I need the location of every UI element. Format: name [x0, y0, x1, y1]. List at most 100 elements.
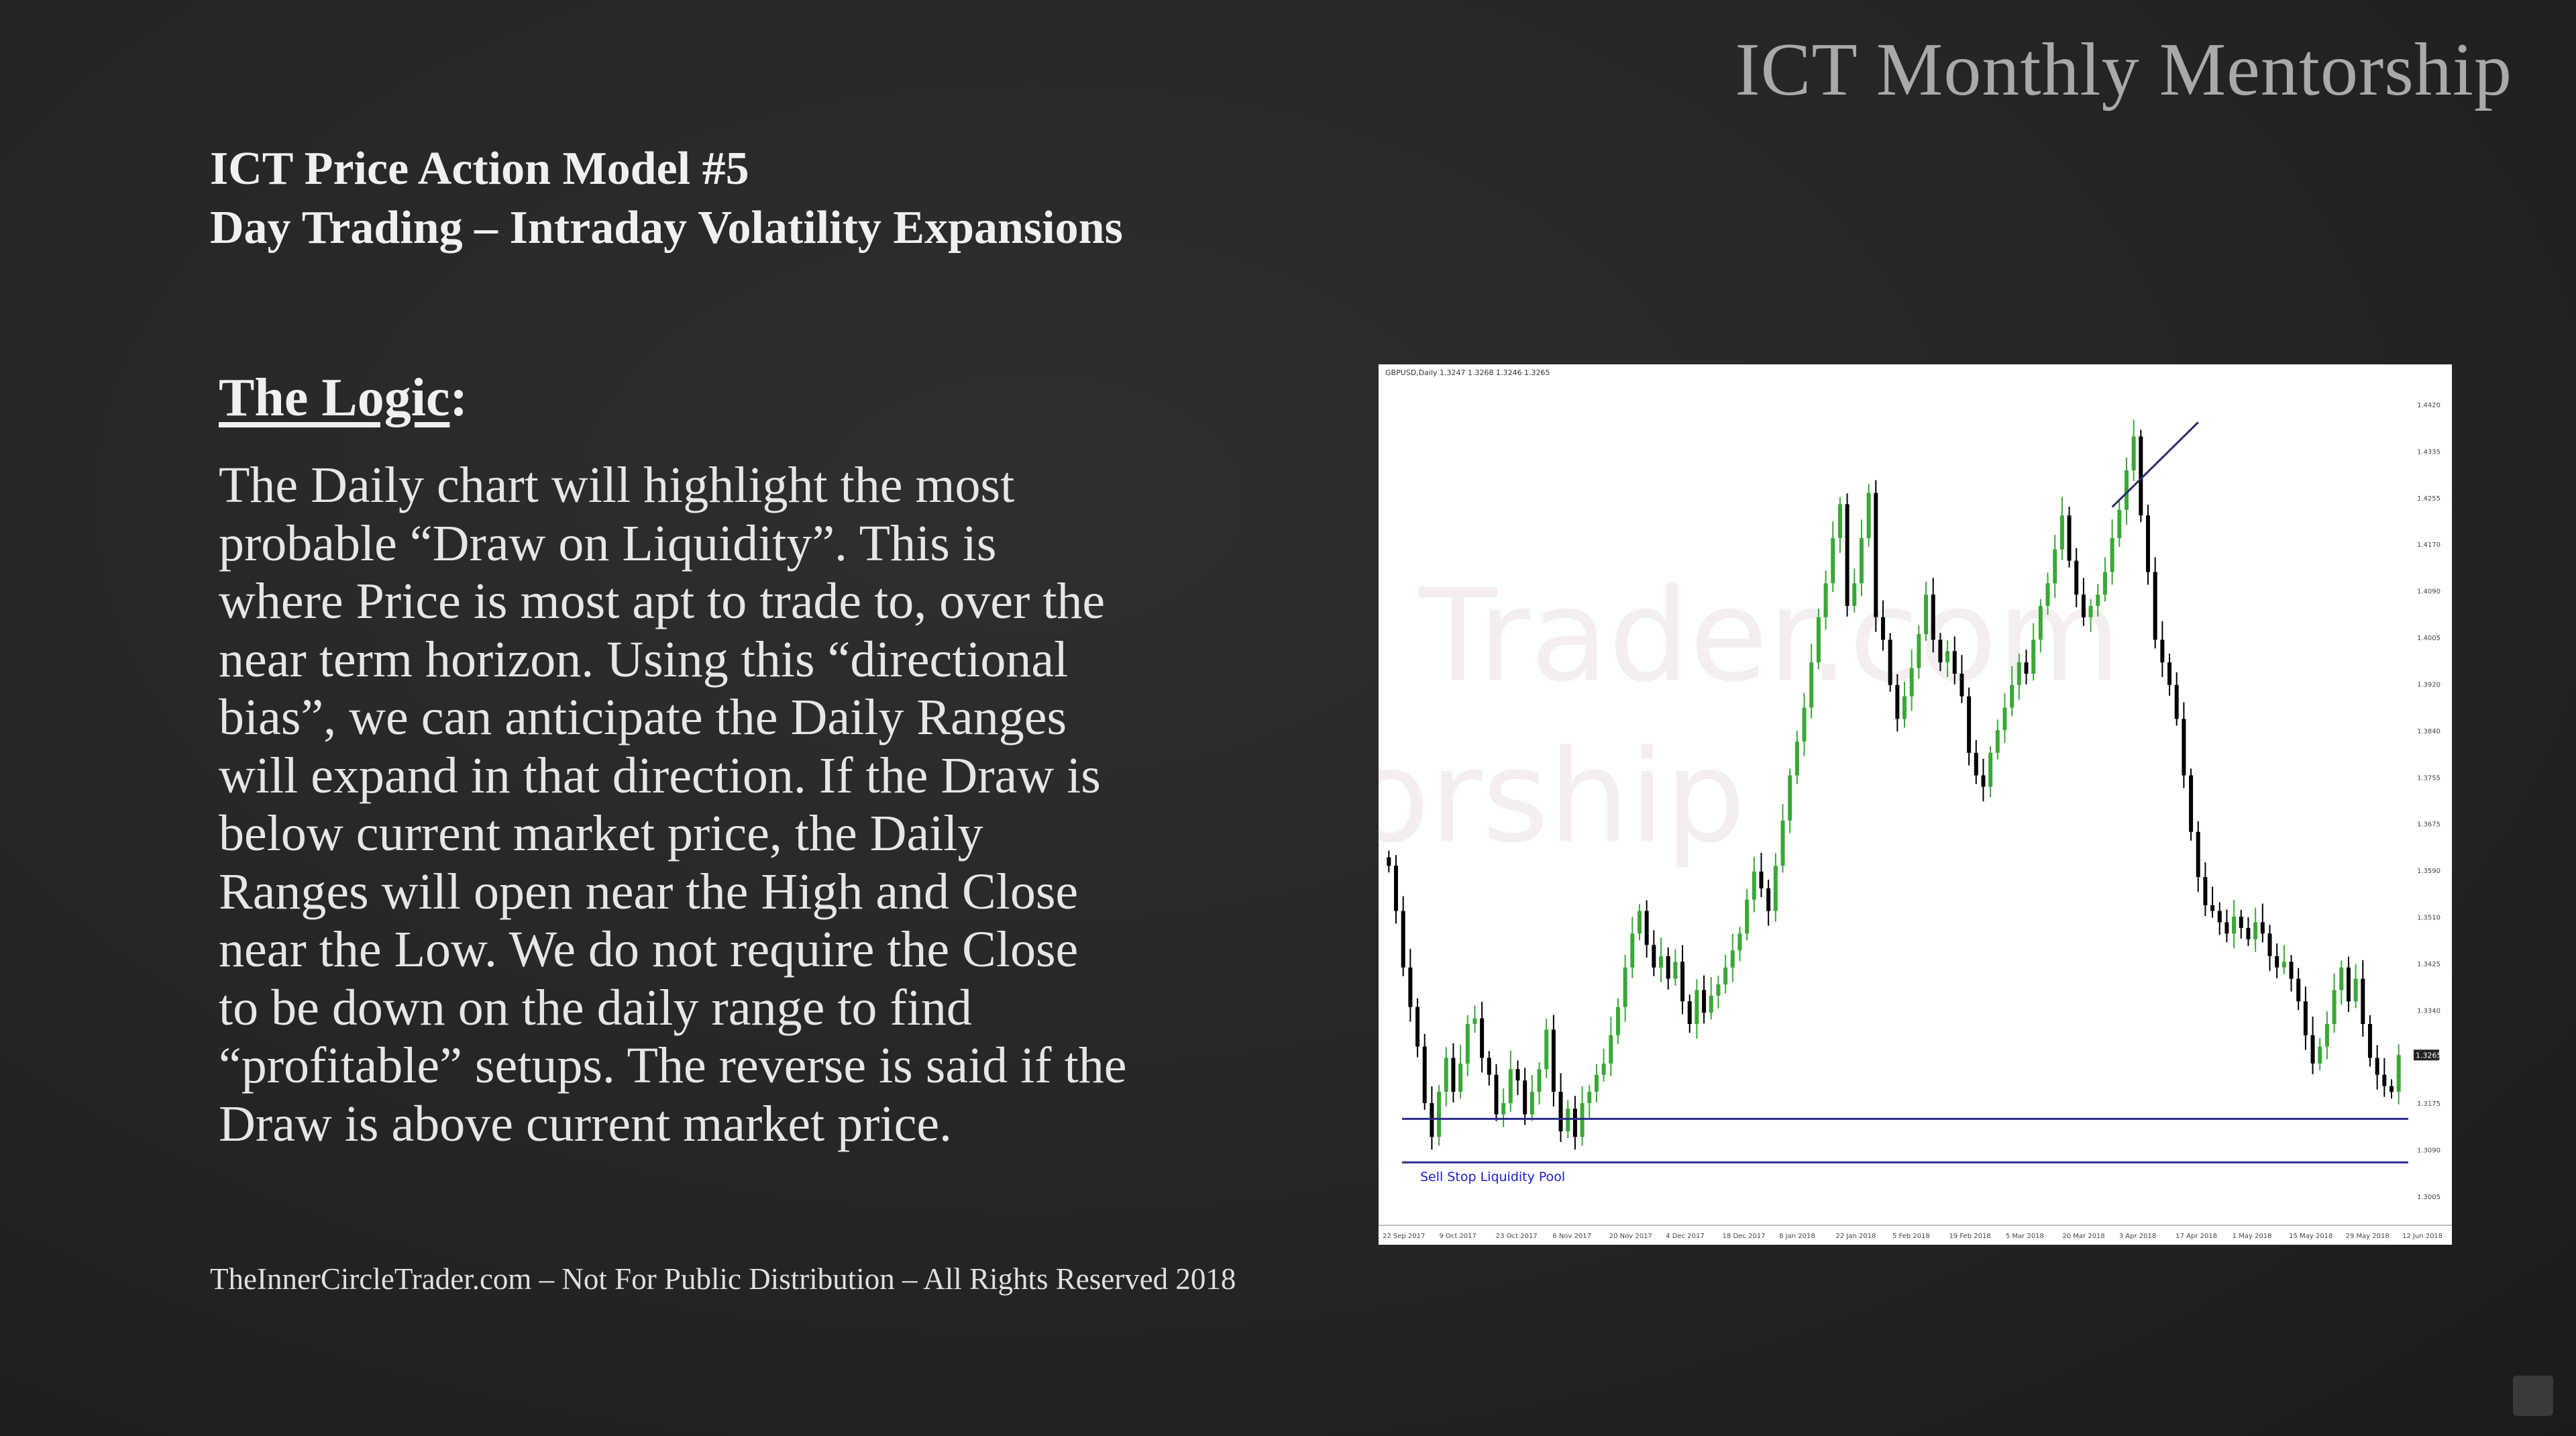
candle-body [2382, 1074, 2387, 1086]
candle-body [2045, 583, 2050, 606]
candle-body [1960, 673, 1964, 697]
candle-body [1566, 1109, 1570, 1131]
candle-body [2010, 684, 2015, 708]
candle-body [2096, 595, 2100, 606]
candle-body [1572, 1109, 1577, 1137]
candle-body [1859, 537, 1864, 584]
candle-body [1501, 1102, 1506, 1115]
presenter-avatar-icon [2513, 1376, 2553, 1416]
candle-body [1988, 752, 1993, 787]
liquidity-levels [1402, 1117, 2408, 1164]
candle-body [2389, 1086, 2394, 1092]
candle-body [1794, 741, 1799, 776]
candle-body [2131, 436, 2136, 470]
current-price-label: 1.3265 [2416, 1051, 2442, 1060]
time-tick-label: 17 Apr 2018 [2176, 1233, 2217, 1240]
candle-body [2038, 605, 2043, 640]
logic-heading-text: The Logic [219, 368, 450, 427]
candle-body [2189, 775, 2194, 832]
candle-body [1544, 1029, 1549, 1070]
candle-body [1773, 866, 1778, 911]
candle-body [1702, 990, 1707, 1013]
price-tick-label: 1.3340 [2417, 1007, 2440, 1015]
candle-body [1874, 493, 1878, 617]
candle-body [2239, 916, 2243, 928]
candle-body [1924, 595, 1929, 635]
candle-body [1816, 617, 1821, 663]
trendline [2111, 421, 2199, 508]
candle-body [2146, 515, 2150, 572]
logic-line: bias”, we can anticipate the Daily Range… [219, 689, 1067, 746]
candle-body [2289, 962, 2294, 979]
candle-body [2053, 549, 2057, 584]
watermark-line: orship [1379, 723, 1746, 871]
candle-body [2296, 978, 2301, 1002]
candle-body [2074, 560, 2079, 595]
logic-line: near term horizon. Using this “direction… [219, 631, 1069, 688]
logic-heading: The Logic: [219, 368, 468, 429]
candle-body [1752, 871, 1756, 900]
price-tick-label: 1.3840 [2417, 728, 2440, 735]
time-tick-label: 9 Oct 2017 [1439, 1233, 1476, 1240]
candle-body [1880, 617, 1885, 640]
time-tick-label: 3 Apr 2018 [2119, 1233, 2156, 1240]
candle-body [1837, 504, 1842, 538]
candle-body [2002, 707, 2007, 731]
candle-body [2224, 922, 2229, 934]
candle-body [1888, 639, 1892, 685]
candle-body [2310, 1035, 2315, 1064]
candle-body [1745, 899, 1750, 934]
candle-body [1537, 1069, 1542, 1092]
candle-body [1909, 668, 1914, 697]
candle-body [2260, 922, 2265, 934]
candle-body [2081, 595, 2086, 617]
candle-body [1394, 866, 1399, 911]
candle-body [2253, 922, 2258, 939]
candle-body [1974, 752, 1978, 776]
candle-body [2367, 1023, 2372, 1058]
candle-body [2196, 831, 2200, 878]
candle-body [1623, 967, 1627, 1007]
candle-body [1437, 1091, 1442, 1137]
time-tick-label: 5 Mar 2018 [2006, 1233, 2044, 1240]
candle-body [1408, 967, 1413, 1007]
candle-body [1652, 945, 1656, 968]
time-tick-label: 6 Nov 2017 [1552, 1233, 1591, 1240]
candle-body [1967, 696, 1972, 753]
candle-body [1780, 820, 1785, 866]
time-tick-label: 12 Jun 2018 [2402, 1233, 2443, 1240]
logic-line: “profitable” setups. The reverse is said… [219, 1037, 1127, 1094]
candle-body [1465, 1023, 1470, 1064]
candle-body [2267, 933, 2272, 956]
time-tick-label: 20 Nov 2017 [1609, 1233, 1652, 1240]
chart-canvas: Trader.com orship GBPUSD,Daily 1.3247 1.… [1379, 368, 2452, 1240]
candle-body [2318, 1046, 2322, 1064]
candle-body [2117, 509, 2122, 538]
candle-body [2167, 662, 2172, 685]
candle-body [1709, 995, 1713, 1013]
candle-body [1852, 583, 1857, 606]
candle-body [2375, 1058, 2379, 1075]
candle-body [1666, 956, 1670, 979]
candle-body [1630, 933, 1635, 968]
candle-body [2332, 990, 2337, 1024]
candle-body [1802, 707, 1807, 741]
time-tick-label: 23 Oct 2017 [1496, 1233, 1538, 1240]
candle-body [1551, 1029, 1556, 1092]
candle-body [2102, 572, 2107, 595]
candle-body [1580, 1102, 1585, 1137]
candle-body [2346, 967, 2351, 1002]
candle-body [1673, 962, 1678, 979]
time-tick-label: 15 May 2018 [2289, 1233, 2332, 1240]
price-tick-label: 1.3510 [2417, 915, 2440, 922]
candle-body [1680, 962, 1685, 1002]
candle-body [1917, 634, 1921, 668]
time-tick-label: 1 May 2018 [2233, 1233, 2272, 1240]
time-tick-label: 22 Sep 2017 [1383, 1233, 1425, 1240]
candle-body [2088, 605, 2093, 617]
mentorship-brand: ICT Monthly Mentorship [1735, 28, 2512, 111]
candle-body [2339, 967, 2344, 990]
candle-body [2246, 927, 2251, 939]
logic-line: Ranges will open near the High and Close [219, 863, 1079, 920]
candle-body [2324, 1023, 2329, 1047]
